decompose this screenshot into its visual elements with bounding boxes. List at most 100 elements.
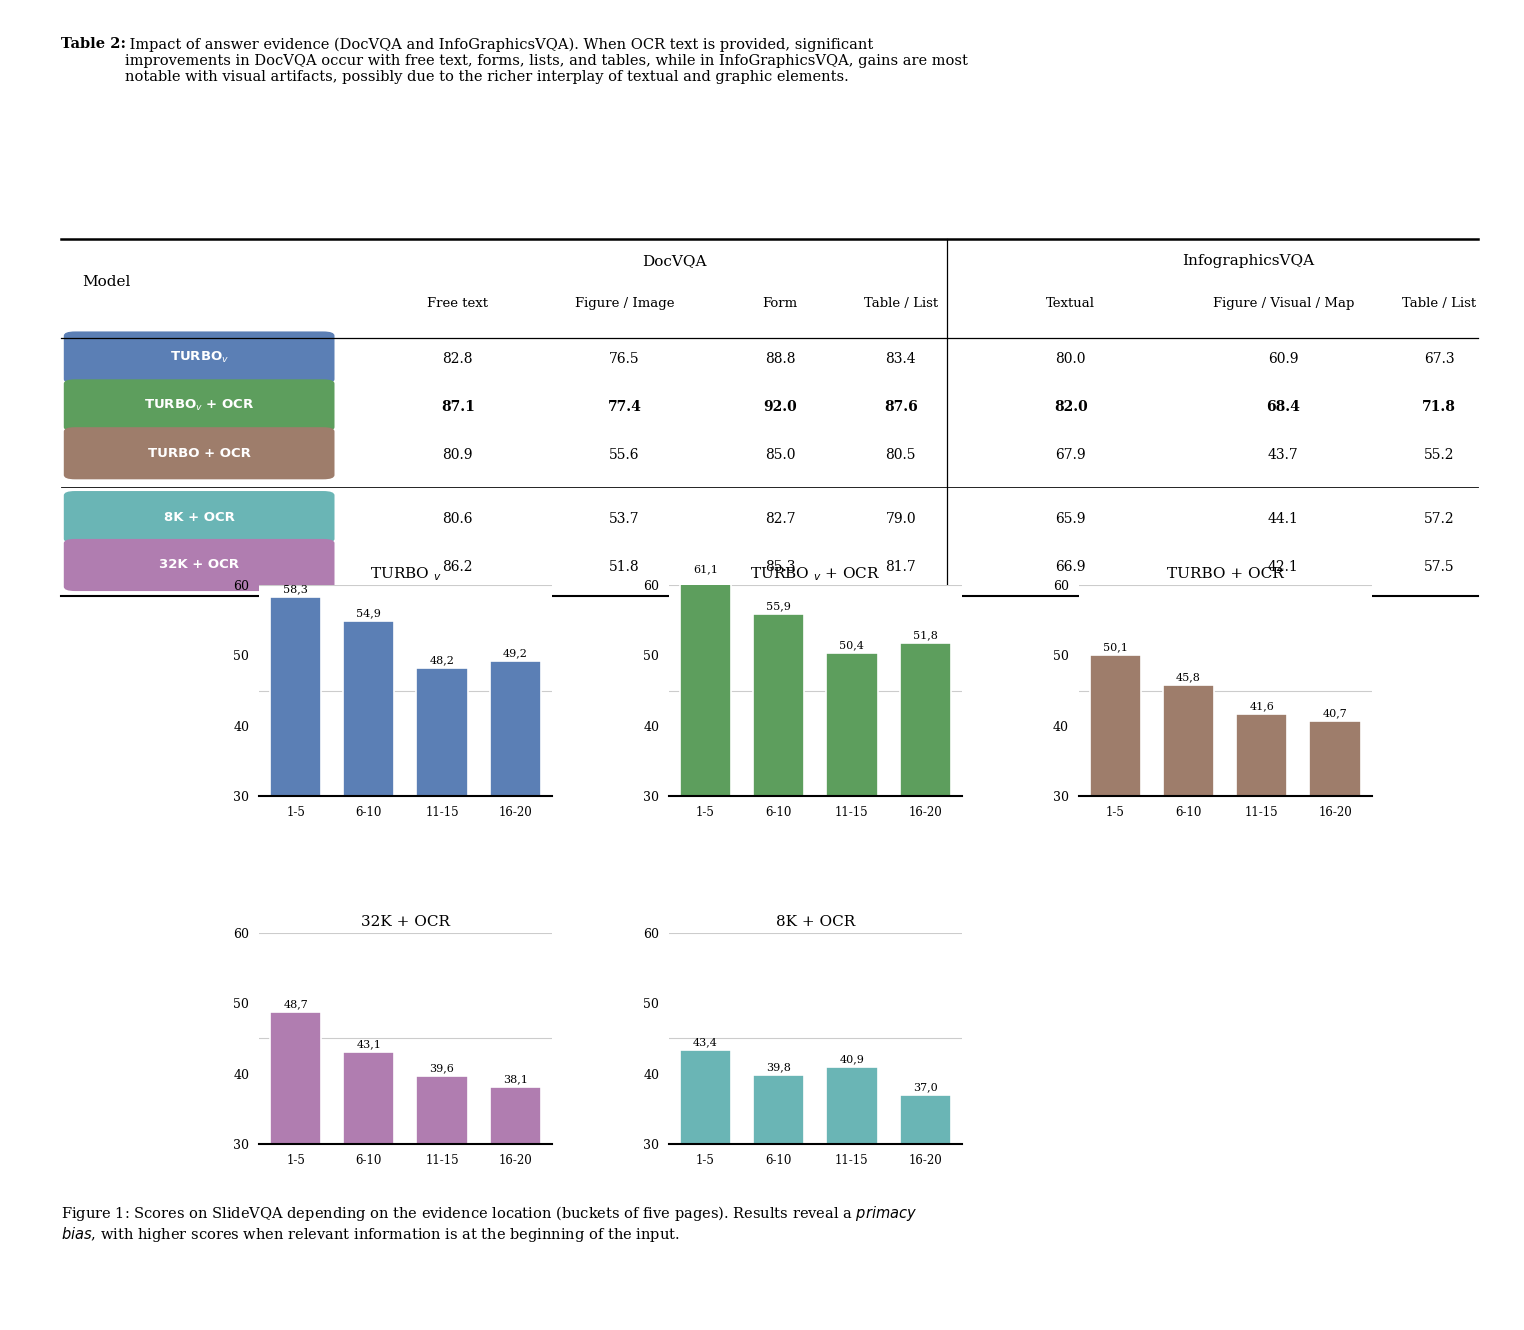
Text: 80.5: 80.5 [885, 448, 916, 462]
Text: 58,3: 58,3 [283, 584, 308, 595]
Bar [270, 1012, 322, 1330]
Text: 77.4: 77.4 [608, 400, 642, 414]
Bar [680, 577, 732, 1007]
Text: 53.7: 53.7 [610, 512, 640, 525]
Text: Free text: Free text [427, 297, 488, 310]
FancyBboxPatch shape [64, 539, 334, 591]
Title: TURBO $_{v}$ + OCR: TURBO $_{v}$ + OCR [750, 565, 881, 583]
Text: 39,8: 39,8 [767, 1063, 791, 1072]
Text: 40,9: 40,9 [840, 1055, 864, 1064]
Text: Form: Form [762, 297, 797, 310]
Bar [1090, 654, 1141, 1007]
Text: 85.0: 85.0 [765, 448, 796, 462]
Bar [343, 1052, 395, 1330]
Text: 55.6: 55.6 [610, 448, 640, 462]
Text: 71.8: 71.8 [1422, 400, 1457, 414]
Text: 45,8: 45,8 [1177, 672, 1201, 682]
FancyBboxPatch shape [64, 331, 334, 383]
Bar [416, 1076, 468, 1330]
Text: TURBO + OCR: TURBO + OCR [148, 447, 250, 460]
Text: 87.6: 87.6 [884, 400, 917, 414]
Bar [270, 597, 322, 1007]
Text: 57.2: 57.2 [1423, 512, 1454, 525]
Text: Impact of answer evidence (DocVQA and InfoGraphicsVQA). When OCR text is provide: Impact of answer evidence (DocVQA and In… [125, 37, 968, 84]
Text: 76.5: 76.5 [610, 352, 640, 366]
Text: 83.4: 83.4 [885, 352, 916, 366]
Text: 67.9: 67.9 [1056, 448, 1087, 462]
Text: 37,0: 37,0 [913, 1081, 937, 1092]
Text: 82.0: 82.0 [1055, 400, 1088, 414]
Text: 51,8: 51,8 [913, 630, 937, 640]
Text: 86.2: 86.2 [442, 560, 472, 573]
Text: 41,6: 41,6 [1250, 702, 1274, 712]
Bar [489, 1087, 541, 1330]
FancyBboxPatch shape [64, 491, 334, 543]
Text: 79.0: 79.0 [885, 512, 916, 525]
Text: 80.9: 80.9 [442, 448, 472, 462]
Text: 42.1: 42.1 [1268, 560, 1298, 573]
Text: 32K + OCR: 32K + OCR [158, 559, 239, 572]
Text: 68.4: 68.4 [1266, 400, 1300, 414]
Text: 43,4: 43,4 [693, 1037, 718, 1047]
Text: 92.0: 92.0 [764, 400, 797, 414]
Bar [753, 1075, 805, 1330]
Text: 87.1: 87.1 [440, 400, 475, 414]
Text: Model: Model [82, 275, 131, 289]
Text: 43,1: 43,1 [357, 1039, 381, 1049]
FancyBboxPatch shape [64, 427, 334, 479]
FancyBboxPatch shape [64, 379, 334, 431]
Bar [753, 614, 805, 1007]
Text: Figure / Image: Figure / Image [575, 297, 674, 310]
Text: 54,9: 54,9 [357, 608, 381, 618]
Text: 55.2: 55.2 [1423, 448, 1454, 462]
Title: 8K + OCR: 8K + OCR [776, 915, 855, 930]
Text: 55,9: 55,9 [767, 601, 791, 612]
Text: 50,4: 50,4 [840, 640, 864, 650]
Bar [680, 1049, 732, 1330]
Text: 82.7: 82.7 [765, 512, 796, 525]
Text: Textual: Textual [1047, 297, 1096, 310]
Bar [826, 1067, 878, 1330]
Text: 51.8: 51.8 [610, 560, 640, 573]
Text: 44.1: 44.1 [1268, 512, 1298, 525]
Bar [1163, 685, 1215, 1007]
Text: 66.9: 66.9 [1056, 560, 1087, 573]
Text: 81.7: 81.7 [885, 560, 916, 573]
Text: Table / List: Table / List [864, 297, 937, 310]
Text: DocVQA: DocVQA [642, 254, 706, 267]
Text: TURBO$_{v}$: TURBO$_{v}$ [169, 350, 229, 364]
Bar [1309, 721, 1361, 1007]
Text: 88.8: 88.8 [765, 352, 796, 366]
Text: Figure 1: Scores on SlideVQA depending on the evidence location (buckets of five: Figure 1: Scores on SlideVQA depending o… [61, 1204, 917, 1245]
Text: Figure / Visual / Map: Figure / Visual / Map [1213, 297, 1355, 310]
Text: 60.9: 60.9 [1268, 352, 1298, 366]
Bar [343, 621, 395, 1007]
Text: 80.0: 80.0 [1056, 352, 1087, 366]
Bar [416, 668, 468, 1007]
Text: 80.6: 80.6 [442, 512, 472, 525]
Bar [899, 642, 951, 1007]
Text: Table / List: Table / List [1402, 297, 1477, 310]
Text: 50,1: 50,1 [1103, 642, 1128, 652]
Bar [899, 1095, 951, 1330]
Text: 67.3: 67.3 [1423, 352, 1454, 366]
Bar [489, 661, 541, 1007]
Text: 61,1: 61,1 [693, 565, 718, 575]
Text: 48,2: 48,2 [430, 656, 454, 665]
Text: 39,6: 39,6 [430, 1064, 454, 1073]
Bar [826, 653, 878, 1007]
Text: Table 2:: Table 2: [61, 37, 126, 52]
Text: 8K + OCR: 8K + OCR [163, 511, 235, 524]
Text: 38,1: 38,1 [503, 1075, 527, 1084]
Text: TURBO$_{v}$ + OCR: TURBO$_{v}$ + OCR [143, 398, 255, 412]
Text: InfographicsVQA: InfographicsVQA [1183, 254, 1314, 267]
Text: 57.5: 57.5 [1423, 560, 1454, 573]
Title: TURBO + OCR: TURBO + OCR [1167, 568, 1283, 581]
Bar [1236, 714, 1288, 1007]
Text: 85.3: 85.3 [765, 560, 796, 573]
Text: 43.7: 43.7 [1268, 448, 1298, 462]
Text: 82.8: 82.8 [442, 352, 472, 366]
Title: 32K + OCR: 32K + OCR [361, 915, 450, 930]
Text: 40,7: 40,7 [1323, 708, 1347, 718]
Title: TURBO $_{v}$: TURBO $_{v}$ [370, 565, 442, 583]
